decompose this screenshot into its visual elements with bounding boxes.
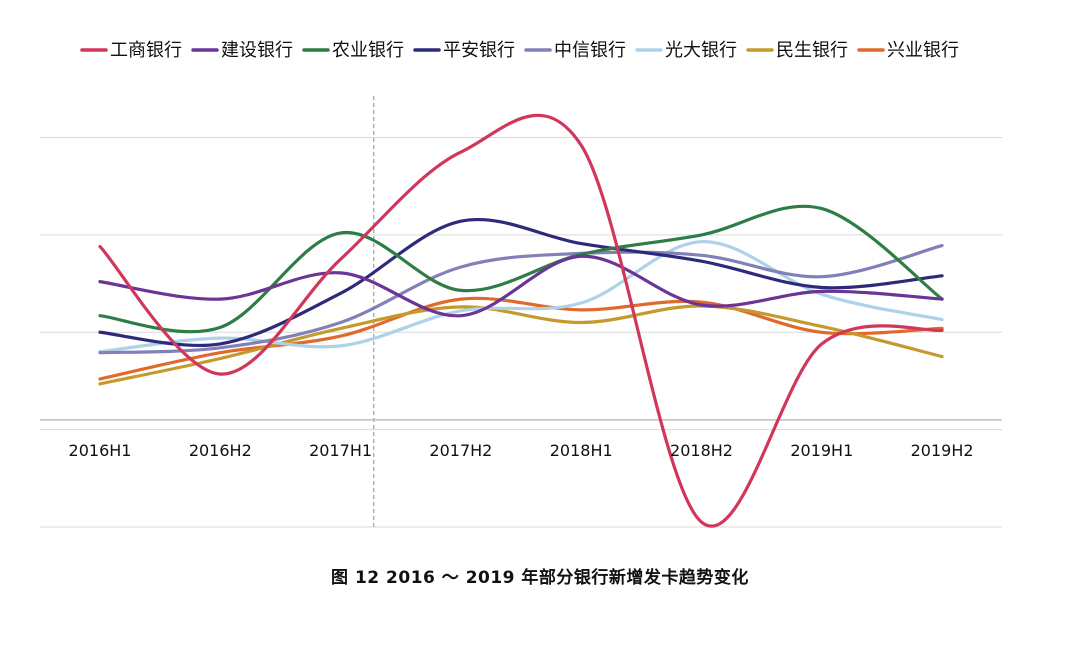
- series-line-农业银行: [98, 204, 944, 334]
- legend-item-农业银行: 农业银行: [302, 40, 404, 61]
- x-tick-label-2017H2: 2017H2: [429, 441, 492, 460]
- legend-label: 兴业银行: [887, 40, 959, 61]
- series-line-工商银行: [98, 113, 944, 528]
- series-line-民生银行: [98, 304, 944, 386]
- legend-item-兴业银行: 兴业银行: [857, 40, 959, 61]
- legend-item-平安银行: 平安银行: [413, 40, 515, 61]
- legend-label: 建设银行: [221, 40, 293, 61]
- series-lines: [98, 113, 944, 528]
- x-tick-label-2017H1: 2017H1: [309, 441, 372, 460]
- series-line-建设银行: [98, 254, 944, 318]
- x-tick-label-2018H2: 2018H2: [670, 441, 733, 460]
- series-line-兴业银行: [98, 296, 944, 381]
- series-line-光大银行: [98, 240, 944, 354]
- x-tick-label-2019H2: 2019H2: [911, 441, 974, 460]
- legend-label: 平安银行: [443, 40, 515, 61]
- legend-label: 工商银行: [110, 40, 182, 61]
- legend-item-建设银行: 建设银行: [191, 40, 293, 61]
- legend-label: 中信银行: [554, 40, 626, 61]
- x-tick-label-2016H1: 2016H1: [69, 441, 132, 460]
- legend-label: 农业银行: [332, 40, 404, 61]
- series-line-平安银行: [98, 217, 944, 348]
- legend-label: 光大银行: [665, 40, 737, 61]
- legend-item-中信银行: 中信银行: [524, 40, 626, 61]
- legend-item-工商银行: 工商银行: [80, 40, 182, 61]
- x-tick-label-2019H1: 2019H1: [790, 441, 853, 460]
- legend-item-光大银行: 光大银行: [635, 40, 737, 61]
- legend: 工商银行 建设银行 农业银行 平安银行 中信银行 光大银行 民生银行 兴业银行: [80, 40, 959, 61]
- legend-item-民生银行: 民生银行: [746, 40, 848, 61]
- figure-caption: 图 12 2016 ～ 2019 年部分银行新增发卡趋势变化: [331, 568, 749, 588]
- x-tick-label-2016H2: 2016H2: [189, 441, 252, 460]
- x-tick-labels: 2016H1 2016H2 2017H1 2017H2 2018H1 2018H2 2019…: [69, 441, 974, 460]
- legend-label: 民生银行: [776, 40, 848, 61]
- series-line-中信银行: [98, 244, 944, 355]
- x-tick-label-2018H1: 2018H1: [550, 441, 613, 460]
